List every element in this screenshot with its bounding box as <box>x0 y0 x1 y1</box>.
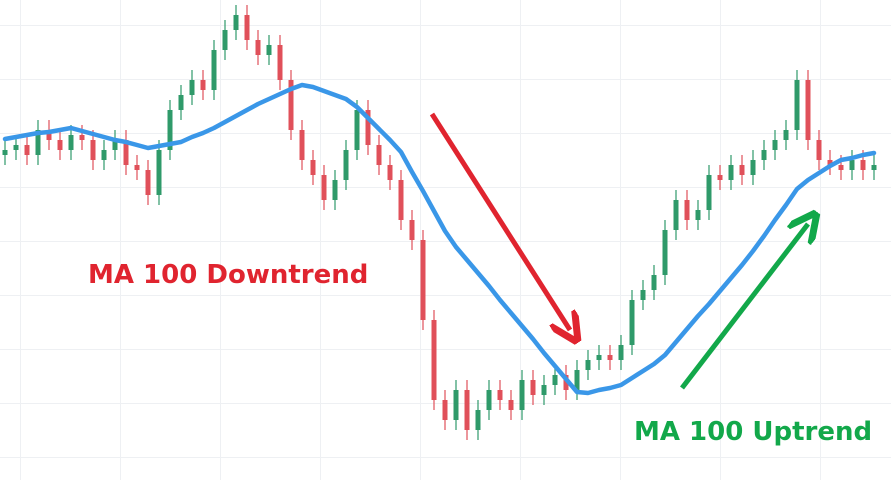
candle-body <box>783 130 789 140</box>
candle-body <box>321 175 327 200</box>
candle-body <box>90 140 96 160</box>
candle-body <box>442 400 448 420</box>
candle-body <box>772 140 778 150</box>
candle-body <box>464 390 470 430</box>
candle-body <box>706 175 712 210</box>
candle-body <box>695 210 701 220</box>
candle-body <box>266 45 272 55</box>
candle-body <box>200 80 206 90</box>
candle-body <box>68 135 74 150</box>
candle-body <box>717 175 723 180</box>
candle-body <box>585 360 591 370</box>
candle-body <box>376 145 382 165</box>
candle-body <box>519 380 525 410</box>
candle-body <box>805 80 811 140</box>
candle-body <box>860 160 866 170</box>
candle-body <box>453 390 459 420</box>
candle-body <box>398 180 404 220</box>
candle-body <box>79 135 85 140</box>
candle-body <box>761 150 767 160</box>
candle-body <box>508 400 514 410</box>
candle-body <box>541 385 547 395</box>
candle-body <box>618 345 624 360</box>
candle-body <box>24 145 30 155</box>
candle-body <box>728 165 734 180</box>
candle-body <box>684 200 690 220</box>
moving-average-line <box>2 82 877 396</box>
candle-body <box>838 165 844 170</box>
candle-body <box>409 220 415 240</box>
plot <box>2 5 877 440</box>
candle-body <box>101 150 107 160</box>
candle-body <box>827 160 833 165</box>
candle-body <box>123 140 129 165</box>
candle-body <box>365 110 371 145</box>
candle-body <box>35 130 41 155</box>
candle-body <box>431 320 437 400</box>
candle-body <box>13 145 19 150</box>
candle-body <box>145 170 151 195</box>
candle-body <box>299 130 305 160</box>
candle-body <box>354 110 360 150</box>
candle-body <box>497 390 503 400</box>
candle-body <box>310 160 316 175</box>
candle-body <box>816 140 822 160</box>
candle-body <box>46 130 52 140</box>
candle-body <box>849 160 855 170</box>
candle-body <box>651 275 657 290</box>
candle-body <box>233 15 239 30</box>
candle-body <box>112 140 118 150</box>
candle-body <box>255 40 261 55</box>
candle-body <box>530 380 536 395</box>
candle-body <box>288 80 294 130</box>
candle-body <box>640 290 646 300</box>
candle-body <box>189 80 195 95</box>
candle-body <box>607 355 613 360</box>
candle-body <box>629 300 635 345</box>
candle-body <box>2 150 8 155</box>
candle-body <box>673 200 679 230</box>
candle-body <box>662 230 668 275</box>
candle-body <box>167 110 173 150</box>
candle-body <box>563 375 569 390</box>
candle-body <box>343 150 349 180</box>
candle-body <box>871 165 877 170</box>
candle-body <box>750 160 756 175</box>
downtrend-arrow <box>429 112 570 330</box>
candle-body <box>552 375 558 385</box>
candle-body <box>134 165 140 170</box>
uptrend-label: MA 100 Uptrend <box>634 417 872 447</box>
candle-body <box>244 15 250 40</box>
candle-body <box>178 95 184 110</box>
candle-body <box>574 370 580 390</box>
candle-body <box>486 390 492 410</box>
candle-body <box>277 45 283 80</box>
candle-body <box>794 80 800 130</box>
candle-body <box>57 140 63 150</box>
candle-body <box>156 150 162 195</box>
candle-body <box>222 30 228 50</box>
candle-body <box>739 165 745 175</box>
candle-body <box>211 50 217 90</box>
candle-body <box>387 165 393 180</box>
candle-body <box>475 410 481 430</box>
candle-body <box>596 355 602 360</box>
uptrend-arrow <box>680 224 808 390</box>
candle-body <box>420 240 426 320</box>
downtrend-label: MA 100 Downtrend <box>88 260 368 290</box>
candle-body <box>332 180 338 200</box>
